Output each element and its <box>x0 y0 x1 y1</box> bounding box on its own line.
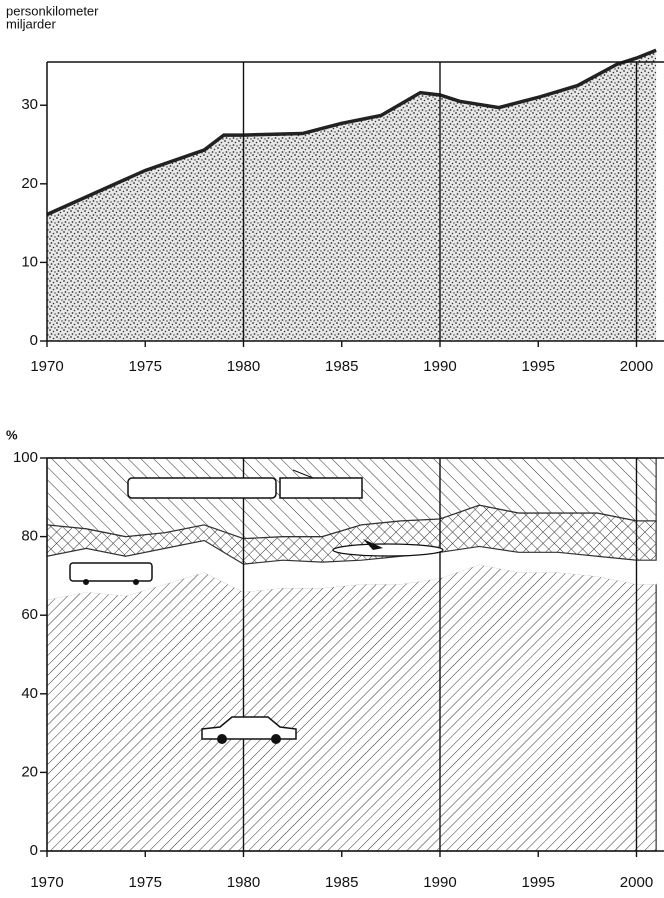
y-tick-label: 0 <box>30 842 38 859</box>
car-icon <box>201 716 297 744</box>
y-tick-label: 20 <box>21 763 38 780</box>
y-tick-label: 80 <box>21 528 38 545</box>
x-tick-label: 1980 <box>227 874 260 891</box>
x-tick-label: 1975 <box>129 874 162 891</box>
x-tick-label: 2000 <box>620 874 653 891</box>
x-tick-label: 1985 <box>325 874 358 891</box>
x-tick-label: 2000 <box>620 358 653 375</box>
x-tick-label: 1970 <box>30 358 63 375</box>
stacked-area <box>46 563 657 852</box>
y-tick-label: 0 <box>30 332 38 349</box>
x-tick-label: 1990 <box>423 874 456 891</box>
y-axis-label: % <box>6 427 18 442</box>
y-axis-label: personkilometer <box>6 3 99 18</box>
area <box>47 50 657 341</box>
x-tick-label: 1975 <box>129 358 162 375</box>
x-tick-label: 1995 <box>522 874 555 891</box>
y-tick-label: 30 <box>21 96 38 113</box>
y-tick-label: 20 <box>21 175 38 192</box>
train-icon <box>127 469 363 499</box>
plane-icon <box>332 539 444 557</box>
x-tick-label: 1970 <box>30 874 63 891</box>
y-tick-label: 100 <box>13 449 38 466</box>
x-tick-label: 1990 <box>423 358 456 375</box>
area-edge <box>46 48 657 217</box>
y-tick-label: 10 <box>21 253 38 270</box>
x-tick-label: 1985 <box>325 358 358 375</box>
bus-icon <box>69 562 153 585</box>
icons <box>69 469 444 744</box>
y-tick-label: 60 <box>21 606 38 623</box>
y-tick-label: 40 <box>21 685 38 702</box>
x-tick-label: 1980 <box>227 358 260 375</box>
y-axis-label: miljarder <box>6 16 57 31</box>
x-tick-label: 1995 <box>522 358 555 375</box>
